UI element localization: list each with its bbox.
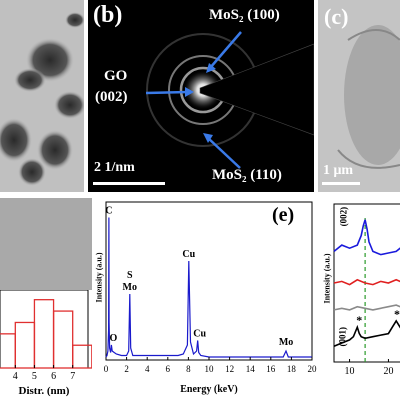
panel-b-saed-pattern: (b) MoS₂ (100) GO (002) MoS₂ (110) 2 1/n… xyxy=(88,0,314,192)
annotation-go-002: (002) xyxy=(95,89,128,105)
xrd-peak-label: (001) xyxy=(338,327,348,347)
panel-e-edx-spectrum: 0 2 4 6 8 10 12 14 16 18 20 C O S Mo Cu Cu Mo (e) Intens… xyxy=(92,198,320,400)
x-tick-label: 6 xyxy=(51,371,56,382)
x-tick-label: 20 xyxy=(308,364,318,374)
x-tick-label: 2 xyxy=(124,364,129,374)
x-tick-label: 10 xyxy=(345,366,355,377)
xrd-series-line xyxy=(333,219,400,256)
arrow-head-icon xyxy=(185,87,194,97)
annotation-go: GO xyxy=(104,68,128,84)
arrow-mos2-100 xyxy=(209,31,242,69)
edx-y-label: Intensity (a.u.) xyxy=(94,252,104,303)
x-tick-label: 6 xyxy=(166,364,171,374)
x-tick-label: 12 xyxy=(225,364,234,374)
edx-peak-label: Mo xyxy=(279,337,293,348)
edx-peak-label: C xyxy=(105,206,112,217)
x-tick-label: 8 xyxy=(186,364,191,374)
edx-x-label: Energy (keV) xyxy=(180,384,238,395)
scale-bar-label: 1 μm xyxy=(323,163,354,178)
xrd-peak-marker-star: * xyxy=(356,313,362,327)
arrow-mos2-110 xyxy=(207,137,241,169)
histogram-x-label: Distr. (nm) xyxy=(18,385,70,397)
scale-bar-label: 2 1/nm xyxy=(94,160,135,175)
x-tick-label: 18 xyxy=(287,364,297,374)
panel-b-label: (b) xyxy=(93,2,123,28)
panel-d: 4 5 6 7 Distr. (nm) xyxy=(0,198,92,400)
edx-peak-label: S xyxy=(127,270,133,281)
edx-spectrum-line xyxy=(105,217,312,358)
edx-peak-label: Cu xyxy=(182,249,195,260)
panel-f-xrd-patterns: 10 20 (002) (001) * * Intensity (a.u.) xyxy=(320,198,400,400)
edx-peak-label: O xyxy=(110,333,118,344)
x-tick-label: 14 xyxy=(246,364,256,374)
arrow-go-002 xyxy=(145,90,189,95)
scale-bar xyxy=(93,182,165,185)
x-tick-label: 16 xyxy=(266,364,276,374)
xrd-peak-label: (002) xyxy=(338,207,348,227)
x-tick-label: 4 xyxy=(13,371,18,382)
histogram-bar xyxy=(72,344,92,369)
panel-d-hrtem-image xyxy=(0,198,92,290)
xrd-y-label: Intensity (a.u.) xyxy=(322,253,332,304)
panel-e-label: (e) xyxy=(272,204,295,226)
histogram-chart: 4 5 6 7 xyxy=(0,290,92,382)
annotation-mos2-110: MoS₂ (110) xyxy=(212,167,282,183)
panel-c-tem-image: (c) 1 μm xyxy=(318,0,400,192)
x-tick-label: 20 xyxy=(383,366,393,377)
xrd-peak-marker-star: * xyxy=(394,307,400,321)
arrow-head-icon xyxy=(206,63,216,73)
x-tick-label: 10 xyxy=(205,364,215,374)
xrd-series-line xyxy=(333,319,400,347)
panel-c-label: (c) xyxy=(324,4,349,29)
annotation-mos2-100: MoS₂ (100) xyxy=(209,7,280,23)
arrow-head-icon xyxy=(203,133,213,143)
edx-peak-label: Mo xyxy=(123,282,137,293)
histogram-bar xyxy=(52,310,74,369)
x-tick-label: 0 xyxy=(104,364,109,374)
x-tick-label: 7 xyxy=(70,371,75,382)
edx-peak-label: Cu xyxy=(193,329,206,340)
xrd-series-line xyxy=(333,304,400,311)
x-tick-label: 4 xyxy=(145,364,150,374)
scale-bar xyxy=(322,182,360,185)
x-tick-label: 5 xyxy=(32,371,37,382)
panel-a-tem-image xyxy=(0,0,84,192)
xrd-series-line xyxy=(333,278,400,286)
